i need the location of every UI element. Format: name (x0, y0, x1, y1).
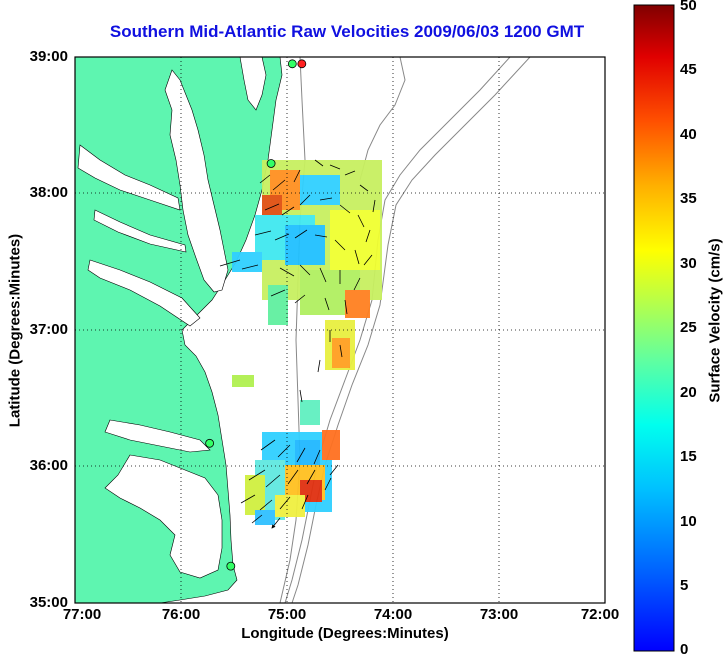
y-tick-label: 37:00 (29, 321, 68, 338)
velocity-field-north (232, 160, 382, 387)
y-tick-label: 36:00 (29, 457, 68, 474)
delaware-bay (239, 57, 267, 111)
x-tick-label: 75:00 (267, 606, 307, 623)
radar-station-marker (266, 159, 276, 168)
bathymetry-contour-4 (359, 57, 406, 181)
grid-lines (75, 57, 605, 603)
pamlico-sound (104, 454, 223, 579)
colorbar-tick: 40 (680, 126, 697, 143)
radar-station-marker (205, 438, 215, 448)
velocity-field-south (245, 400, 340, 525)
colorbar-tick: 45 (680, 61, 697, 78)
colorbar-tick: 15 (680, 448, 697, 465)
y-tick-label: 38:00 (29, 184, 68, 201)
y-axis-label: Latitude (Degrees:Minutes) (6, 233, 24, 428)
bathymetry-contour-2 (284, 57, 511, 603)
rappahannock-river (93, 209, 187, 253)
velocity-arrows (219, 159, 376, 528)
map-title: Southern Mid-Atlantic Raw Velocities 200… (109, 22, 585, 41)
x-axis-label: Longitude (Degrees:Minutes) (241, 625, 449, 642)
x-tick-label: 76:00 (161, 606, 201, 623)
albemarle-sound (104, 419, 211, 453)
x-tick-label: 77:00 (62, 606, 102, 623)
x-tick-label: 74:00 (373, 606, 413, 623)
y-tick-label: 39:00 (29, 48, 68, 65)
york-james-river (87, 259, 201, 327)
radar-station-marker (226, 561, 236, 571)
radar-station-marker (287, 59, 297, 69)
potomac-river (77, 144, 181, 211)
bathymetry-contour (279, 57, 306, 603)
colorbar-tick: 25 (680, 319, 697, 336)
colorbar (633, 4, 675, 652)
x-tick-label: 73:00 (479, 606, 519, 623)
colorbar-tick: 5 (680, 577, 689, 594)
colorbar-tick: 10 (680, 513, 697, 530)
bathymetry-contour-3 (291, 57, 531, 603)
colorbar-tick: 0 (680, 641, 689, 658)
y-tick-label: 35:00 (29, 594, 68, 611)
colorbar-label: Surface Velocity (cm/s) (706, 238, 724, 403)
colorbar-tick: 20 (680, 384, 697, 401)
x-tick-label: 72:00 (580, 606, 620, 623)
colorbar-tick: 35 (680, 190, 697, 207)
radar-station-marker (297, 59, 307, 69)
colorbar-tick: 50 (680, 0, 697, 14)
radar-stations (205, 59, 307, 571)
colorbar-tick: 30 (680, 255, 697, 272)
